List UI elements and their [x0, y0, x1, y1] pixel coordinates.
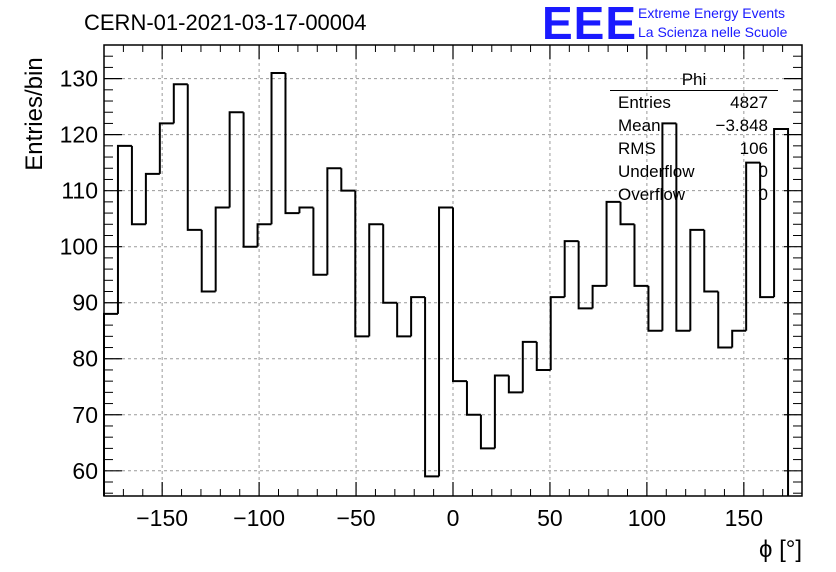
histogram-bin — [144, 172, 160, 225]
x-tick-label: 50 — [537, 505, 563, 531]
logo-line-1: Extreme Energy Events — [638, 5, 786, 21]
histogram-bin — [200, 229, 216, 293]
histogram-bin — [535, 341, 551, 371]
histogram-bin — [284, 73, 300, 215]
stats-title: Phi — [610, 70, 778, 91]
histogram-bin — [354, 190, 370, 338]
histogram-bin — [340, 168, 356, 192]
y-tick-label: 100 — [60, 234, 98, 260]
histogram-bin — [759, 162, 775, 299]
stats-box: Phi Entries 4827 Mean −3.848 RMS 106 Und… — [610, 70, 778, 206]
x-tick-label: 150 — [725, 505, 763, 531]
histogram-bin — [703, 229, 719, 293]
histogram-bin — [452, 207, 467, 383]
x-tick-label: −150 — [136, 505, 188, 531]
stats-row-entries: Entries 4827 — [610, 91, 778, 114]
stats-label: Mean — [618, 116, 661, 135]
stats-row-underflow: Underflow 0 — [610, 160, 778, 183]
histogram-bin — [773, 128, 790, 496]
histogram-bin — [633, 224, 649, 287]
chart-title: CERN-01-2021-03-17-00004 — [84, 10, 367, 35]
histogram-bin — [479, 414, 495, 450]
histogram-bin — [326, 167, 342, 275]
y-tick-label: 60 — [72, 458, 98, 484]
histogram-bin — [214, 206, 230, 292]
histogram-bin — [619, 201, 635, 226]
stats-value: 106 — [739, 139, 768, 158]
histogram-bin — [563, 240, 579, 298]
stats-value: 0 — [758, 162, 768, 181]
histogram-bin — [745, 161, 761, 331]
histogram-bin — [549, 296, 565, 370]
histogram-bin — [130, 145, 146, 226]
histogram-bin — [256, 223, 272, 247]
stats-value: 0 — [758, 185, 768, 204]
x-tick-label: 100 — [628, 505, 666, 531]
histogram-bin — [591, 284, 607, 309]
x-axis-label: ϕ [°] — [758, 536, 802, 563]
histogram-bin — [270, 72, 286, 225]
histogram-bin — [186, 84, 202, 231]
stats-row-overflow: Overflow 0 — [610, 183, 778, 206]
stats-label: Entries — [618, 93, 671, 112]
histogram-bin — [647, 285, 663, 332]
histogram-layer — [103, 72, 790, 496]
logo-line-2: La Scienza nelle Scuole — [638, 24, 788, 40]
y-tick-label: 90 — [72, 290, 98, 316]
histogram-bin — [521, 340, 537, 393]
histogram-bin — [396, 302, 412, 338]
histogram-bin — [493, 374, 509, 449]
histogram-bin — [605, 200, 621, 286]
logo-text: Extreme Energy Events La Scienza nelle S… — [638, 4, 787, 42]
histogram-bin — [689, 228, 705, 331]
stats-label: Underflow — [618, 162, 695, 181]
histogram-bin — [242, 112, 258, 248]
histogram-bin — [661, 122, 677, 331]
histogram-bin — [382, 224, 398, 304]
histogram-bin — [438, 206, 453, 477]
x-tick-label: −50 — [337, 505, 376, 531]
histogram-bin — [116, 144, 132, 314]
histogram-bin — [424, 297, 440, 478]
axis-layer: −150 −100 −50 0 50 100 150 60 70 80 90 100 110 120 130 — [60, 44, 803, 531]
x-tick-label: −100 — [233, 505, 285, 531]
histogram-bin — [172, 83, 188, 124]
stats-label: RMS — [618, 139, 656, 158]
y-tick-label: 70 — [72, 402, 98, 428]
histogram-bin — [410, 296, 426, 337]
eee-logo: EEE — [542, 0, 638, 49]
histogram-bin — [717, 291, 733, 349]
y-tick-label: 80 — [72, 346, 98, 372]
histogram-bin — [577, 241, 593, 310]
histogram-bin — [103, 312, 118, 496]
stats-row-rms: RMS 106 — [610, 137, 778, 160]
histogram-bin — [507, 375, 523, 394]
histogram-bin — [158, 122, 174, 174]
histogram-bin — [368, 223, 384, 337]
y-tick-label: 110 — [61, 178, 98, 204]
stats-label: Overflow — [618, 185, 686, 204]
histogram-bin — [465, 381, 481, 416]
histogram-bin — [312, 207, 328, 276]
stats-value: 4827 — [730, 93, 768, 112]
histogram-bin — [675, 123, 691, 332]
y-axis-label: Entries/bin — [21, 57, 48, 171]
y-tick-label: 130 — [60, 66, 98, 92]
stats-row-mean: Mean −3.848 — [610, 114, 778, 137]
histogram-bin — [731, 329, 747, 348]
stats-value: −3.848 — [715, 116, 768, 135]
x-tick-label: 0 — [447, 505, 460, 531]
histogram-bin — [298, 206, 314, 214]
histogram-bin — [228, 111, 244, 208]
y-tick-label: 120 — [60, 122, 98, 148]
